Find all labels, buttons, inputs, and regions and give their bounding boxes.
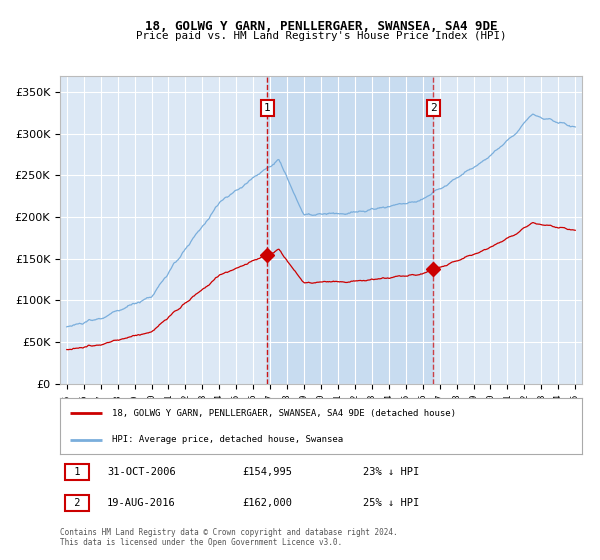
Text: 1: 1: [68, 467, 86, 477]
Text: £162,000: £162,000: [242, 498, 293, 508]
Text: 2: 2: [430, 103, 437, 113]
Bar: [267, 76, 433, 384]
Text: Contains HM Land Registry data © Crown copyright and database right 2024.
This d: Contains HM Land Registry data © Crown c…: [60, 528, 398, 547]
Text: 23% ↓ HPI: 23% ↓ HPI: [363, 467, 419, 477]
Text: 18, GOLWG Y GARN, PENLLERGAER, SWANSEA, SA4 9DE: 18, GOLWG Y GARN, PENLLERGAER, SWANSEA, …: [145, 20, 497, 32]
Text: 31-OCT-2006: 31-OCT-2006: [107, 467, 176, 477]
Text: 18, GOLWG Y GARN, PENLLERGAER, SWANSEA, SA4 9DE (detached house): 18, GOLWG Y GARN, PENLLERGAER, SWANSEA, …: [112, 409, 456, 418]
Text: Price paid vs. HM Land Registry's House Price Index (HPI): Price paid vs. HM Land Registry's House …: [136, 31, 506, 41]
Text: 19-AUG-2016: 19-AUG-2016: [107, 498, 176, 508]
Text: HPI: Average price, detached house, Swansea: HPI: Average price, detached house, Swan…: [112, 435, 343, 444]
Text: 1: 1: [264, 103, 271, 113]
Text: 25% ↓ HPI: 25% ↓ HPI: [363, 498, 419, 508]
Text: 2: 2: [68, 498, 86, 508]
Text: £154,995: £154,995: [242, 467, 293, 477]
